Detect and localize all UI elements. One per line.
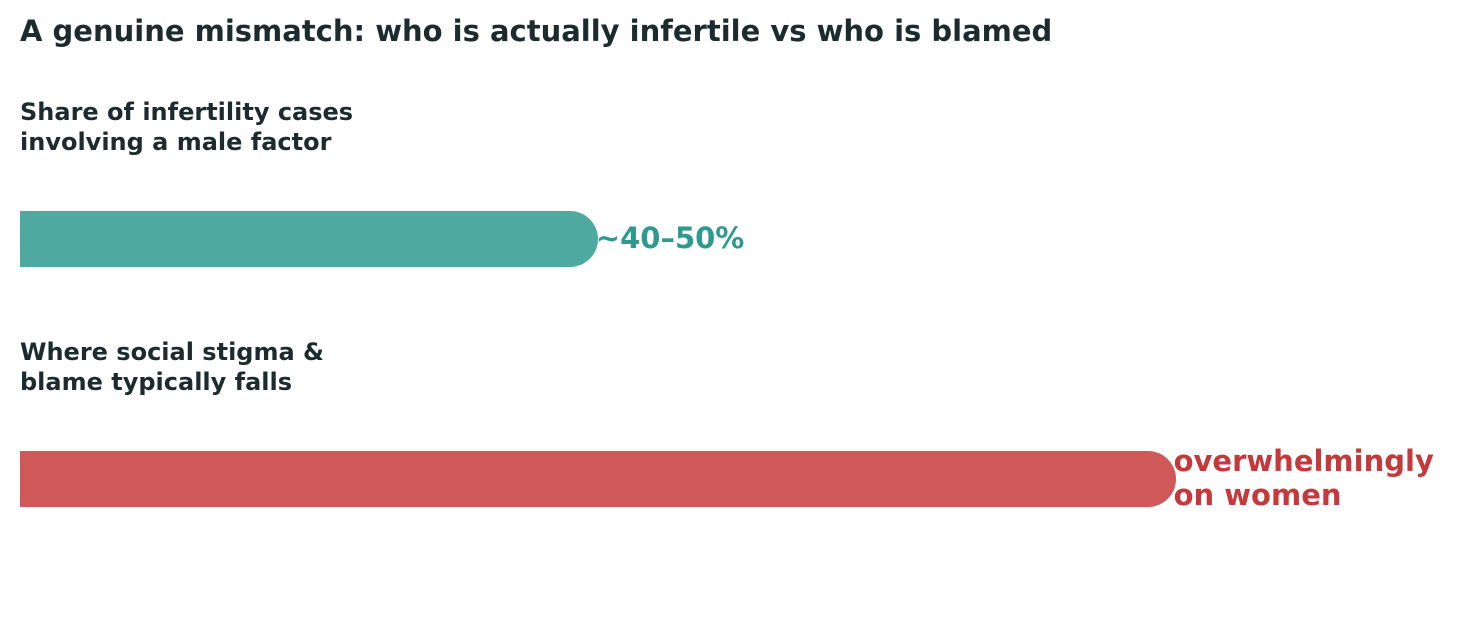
- bar-category-label: Share of infertility cases involving a m…: [20, 98, 354, 156]
- bar-blame-on-women: [20, 451, 1176, 507]
- bar-male-factor: [20, 211, 598, 267]
- bar-category-label: Where social stigma & blame typically fa…: [20, 338, 324, 396]
- bar-value-label: overwhelmingly on women: [1173, 444, 1434, 512]
- bar-value-label: ~40–50%: [595, 221, 745, 255]
- chart-title: A genuine mismatch: who is actually infe…: [20, 14, 1053, 48]
